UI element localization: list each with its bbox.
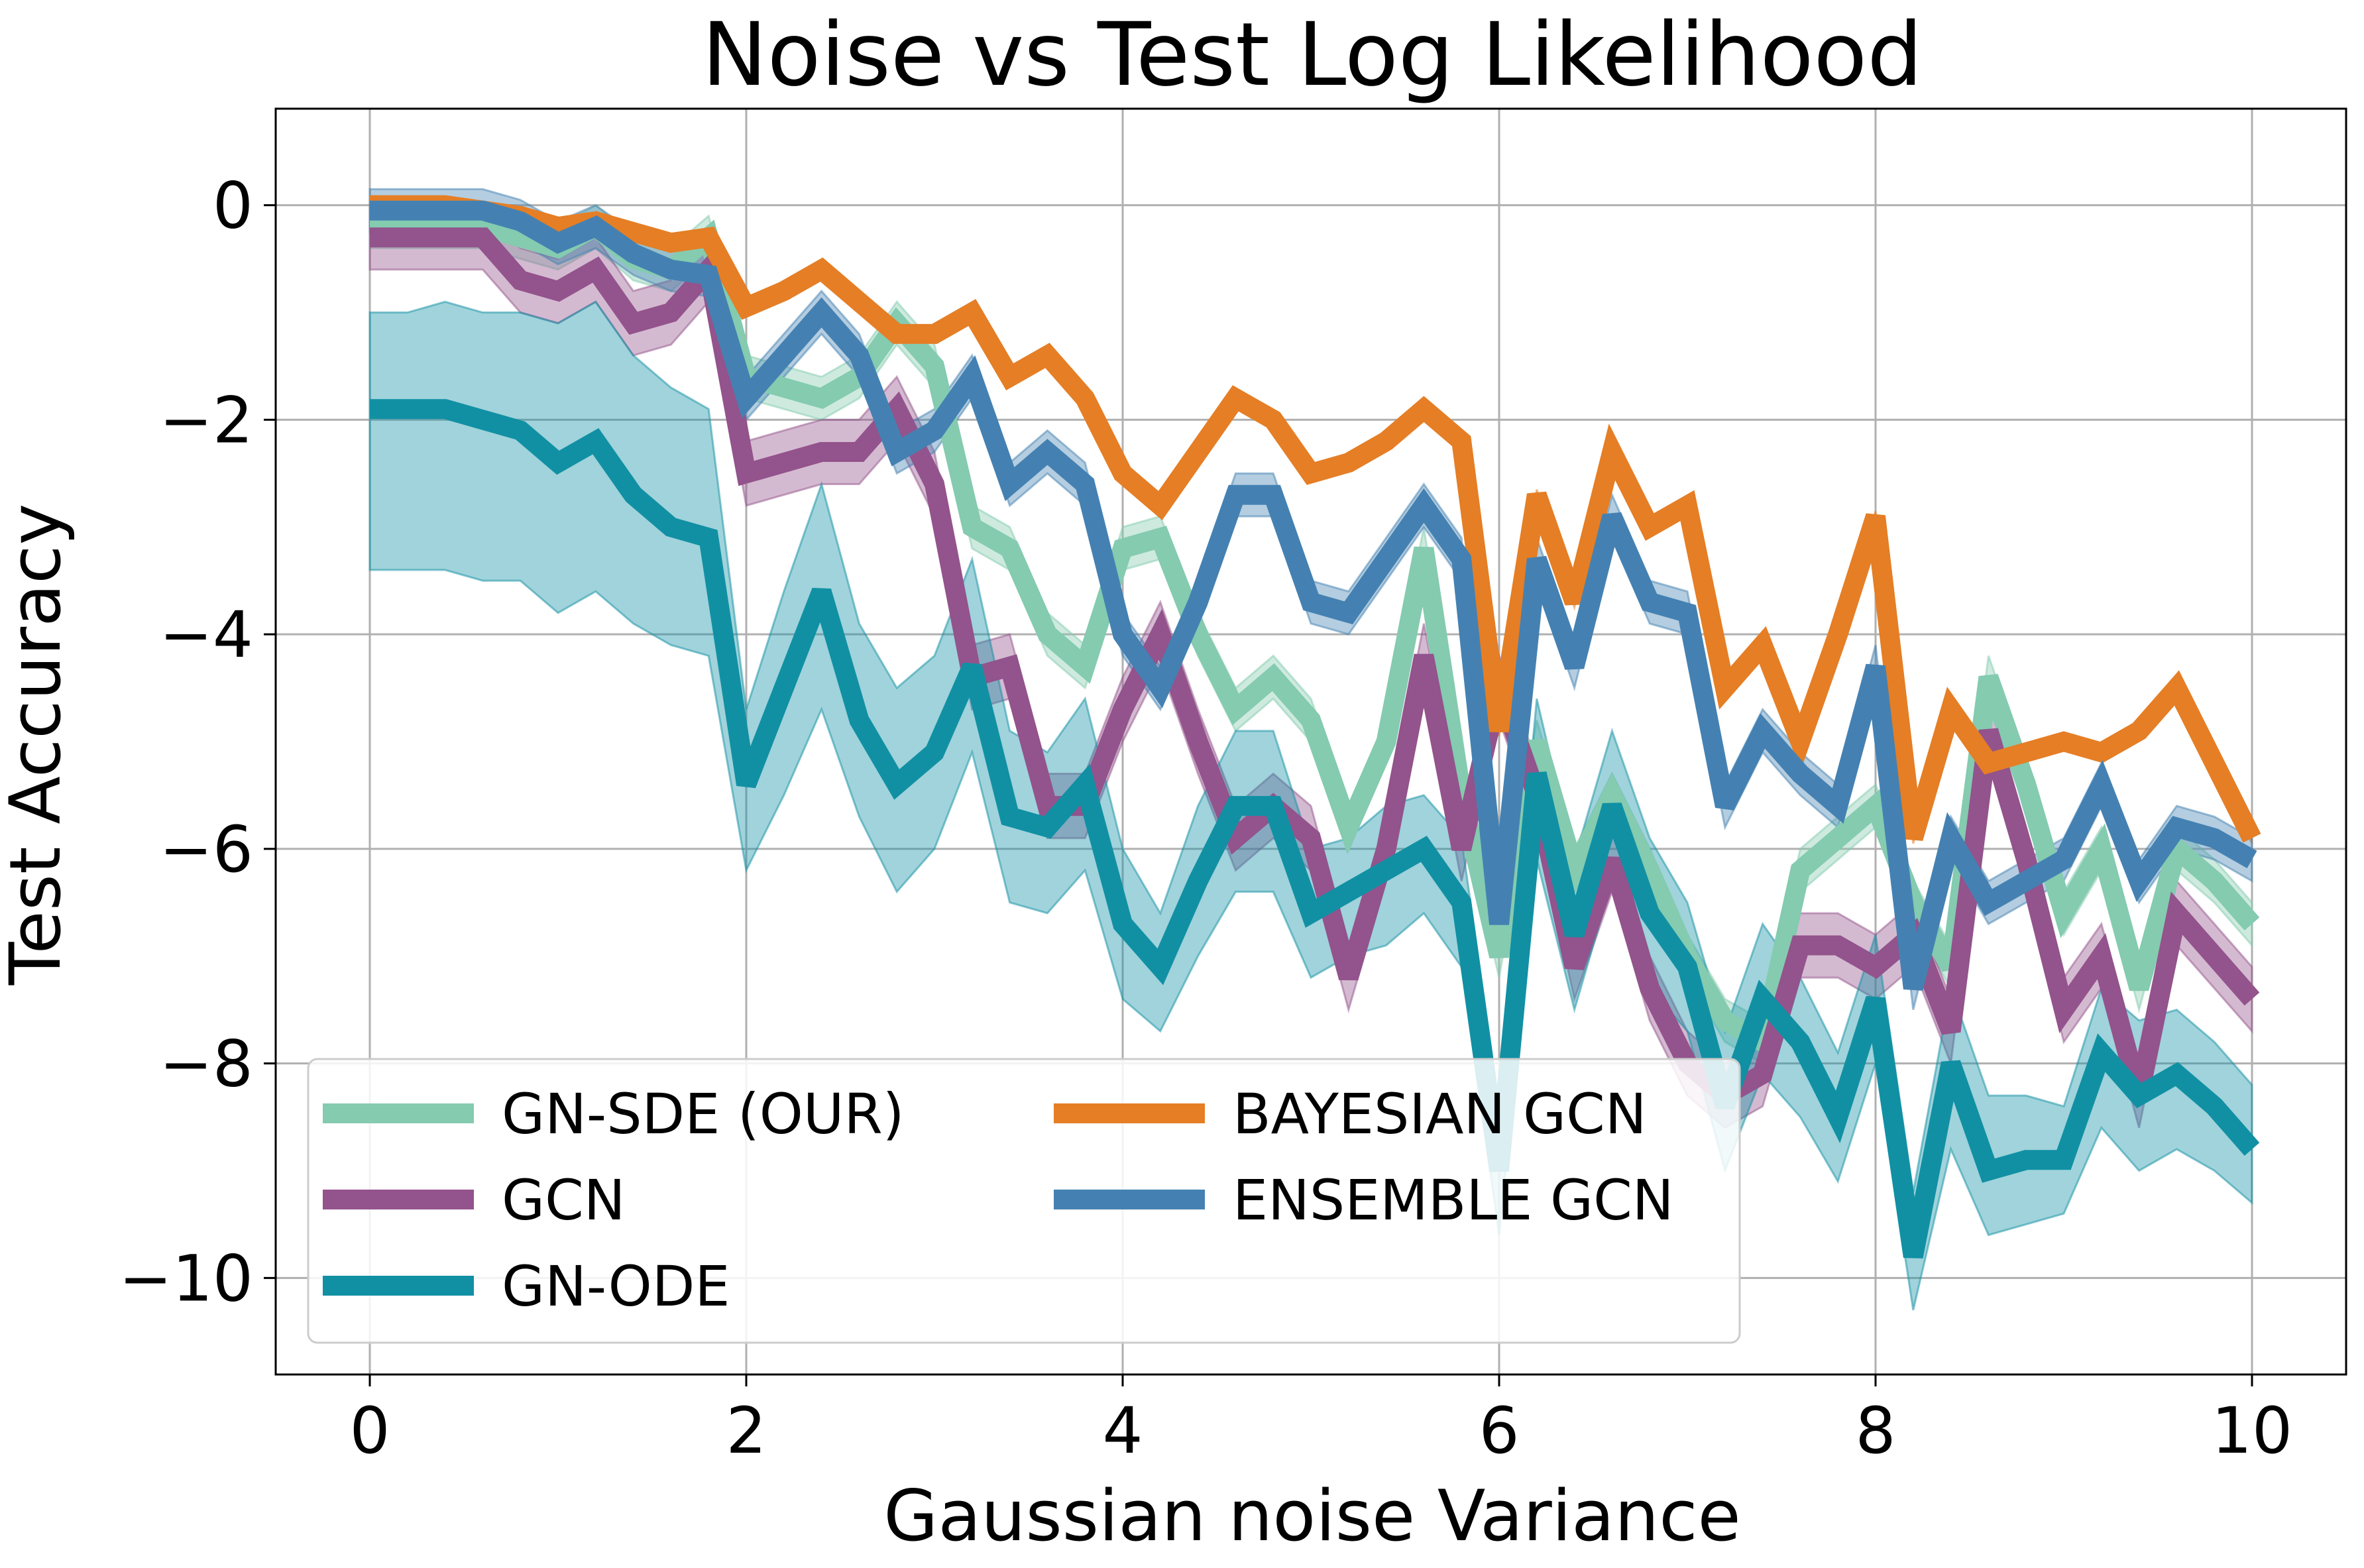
series-lines [370, 195, 2261, 1259]
legend-item-ensemble-gcn: ENSEMBLE GCN [1054, 1168, 1674, 1233]
gn-sde-our-band [368, 203, 2253, 1065]
legend-item-bayesian-gcn: BAYESIAN GCN [1054, 1082, 1647, 1147]
legend-item-gn-ode: GN-ODE [323, 1254, 730, 1319]
legend-item-gn-sde-our: GN-SDE (OUR) [323, 1082, 905, 1147]
legend-label: GCN [502, 1168, 626, 1233]
legend-box [307, 1058, 1741, 1344]
y-tick-label: −2 [159, 383, 253, 457]
chart-title: Noise vs Test Log Likelihood [702, 4, 1923, 106]
gn-sde-our-line [370, 214, 2260, 1058]
legend: GN-SDE (OUR) GCN GN-ODE BAYESIAN GCN ENSEMBL… [307, 1058, 1741, 1344]
legend-label: BAYESIAN GCN [1233, 1082, 1647, 1147]
ensemble-gcn-line [370, 200, 2257, 991]
legend-label: GN-SDE (OUR) [502, 1082, 905, 1147]
legend-label: GN-ODE [502, 1254, 730, 1319]
axis-ticks: 0 2 4 6 8 10 0 −2 −4 −6 −8 −10 [119, 169, 2292, 1468]
y-tick-label: −8 [159, 1027, 253, 1101]
x-tick-label: 0 [349, 1394, 390, 1468]
y-tick-label: −10 [119, 1241, 253, 1316]
x-tick-label: 10 [2212, 1394, 2292, 1468]
x-tick-label: 8 [1855, 1394, 1895, 1468]
gcn-line [370, 227, 2260, 1108]
gcn-band [368, 204, 2253, 1129]
gn-ode-band [368, 300, 2253, 1311]
x-axis-label: Gaussian noise Variance [883, 1475, 1741, 1557]
y-tick-label: −6 [159, 812, 253, 887]
legend-label: ENSEMBLE GCN [1233, 1168, 1674, 1233]
legend-item-gcn: GCN [323, 1168, 626, 1233]
x-tick-label: 4 [1102, 1394, 1143, 1468]
gn-ode-line [370, 399, 2260, 1259]
x-tick-label: 6 [1479, 1394, 1519, 1468]
y-tick-label: −4 [159, 598, 253, 672]
y-tick-label: 0 [213, 169, 253, 243]
x-tick-label: 2 [726, 1394, 766, 1468]
y-axis-label: Test Accuracy [0, 504, 76, 985]
bayesian-gcn-line [370, 195, 2261, 843]
plot-frame [274, 107, 2347, 1376]
